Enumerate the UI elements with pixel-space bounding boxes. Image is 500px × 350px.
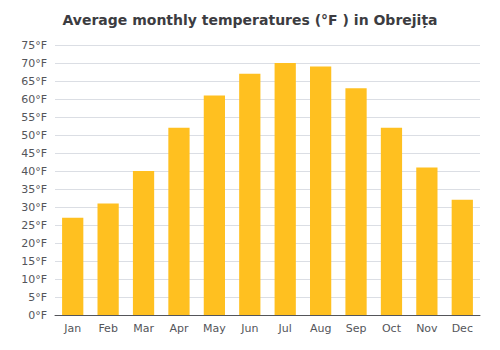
- svg-text:Jun: Jun: [240, 322, 258, 335]
- svg-text:15°F: 15°F: [21, 255, 47, 268]
- svg-text:Dec: Dec: [452, 322, 473, 335]
- svg-text:5°F: 5°F: [28, 291, 47, 304]
- svg-text:10°F: 10°F: [21, 273, 47, 286]
- svg-text:40°F: 40°F: [21, 165, 47, 178]
- svg-text:30°F: 30°F: [21, 201, 47, 214]
- svg-text:25°F: 25°F: [21, 219, 47, 232]
- svg-text:60°F: 60°F: [21, 93, 47, 106]
- svg-text:Aug: Aug: [310, 322, 331, 335]
- svg-text:Average monthly temperatures (: Average monthly temperatures (°F ) in Ob…: [62, 12, 437, 29]
- svg-text:20°F: 20°F: [21, 237, 47, 250]
- svg-text:0°F: 0°F: [28, 309, 47, 322]
- svg-text:70°F: 70°F: [21, 57, 47, 70]
- svg-text:Jan: Jan: [63, 322, 81, 335]
- svg-text:65°F: 65°F: [21, 75, 47, 88]
- svg-text:Oct: Oct: [382, 322, 402, 335]
- svg-text:Nov: Nov: [416, 322, 438, 335]
- svg-text:75°F: 75°F: [21, 39, 47, 52]
- svg-text:35°F: 35°F: [21, 183, 47, 196]
- svg-text:Mar: Mar: [133, 322, 154, 335]
- svg-text:Feb: Feb: [98, 322, 117, 335]
- svg-text:May: May: [203, 322, 226, 335]
- svg-text:Jul: Jul: [278, 322, 292, 335]
- svg-text:Apr: Apr: [169, 322, 189, 335]
- svg-text:Sep: Sep: [346, 322, 367, 335]
- svg-text:45°F: 45°F: [21, 147, 47, 160]
- svg-text:50°F: 50°F: [21, 129, 47, 142]
- svg-text:55°F: 55°F: [21, 111, 47, 124]
